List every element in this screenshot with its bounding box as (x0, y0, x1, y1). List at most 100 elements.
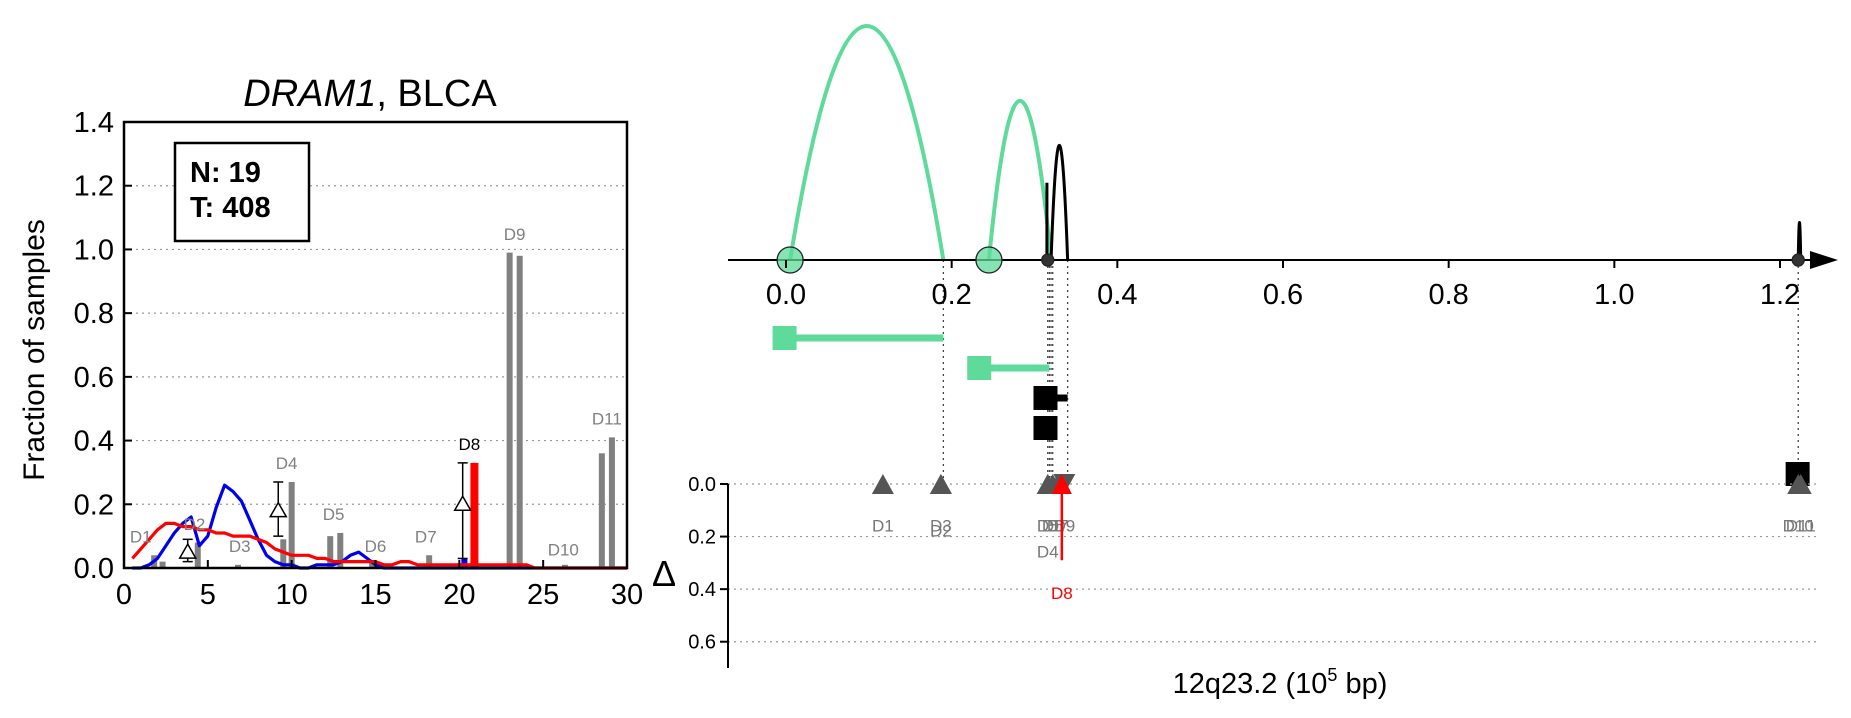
left-x-ticks: 0 5 10 15 20 25 30 (116, 560, 643, 611)
right-x-axis-label: 12q23.2 (105 bp) (1173, 665, 1388, 700)
left-bar (327, 536, 334, 568)
left-bar-label: D11 (592, 410, 622, 429)
delta-y-tick-label: 0.6 (688, 632, 716, 654)
left-x-tick-label: 25 (527, 579, 559, 611)
delta-y-ticks: 0.0 0.2 0.4 0.6 (688, 474, 728, 654)
right-circle (1041, 253, 1055, 267)
right-x-tick-label: 0.6 (1263, 279, 1303, 311)
info-box-t: T: 408 (190, 192, 271, 224)
info-box-frame (173, 141, 311, 243)
left-bar-chart: DRAM1, BLCA Fraction of samples D1 D2 D3 D4… (18, 73, 643, 611)
delta-y-tick-label: 0.2 (688, 527, 716, 549)
right-marker-label: D9 (1053, 516, 1075, 535)
right-arc (788, 24, 946, 261)
delta-y-tick-label: 0.4 (688, 579, 716, 601)
right-delta-triangle (1789, 474, 1812, 494)
right-track-square (772, 326, 797, 350)
xlabel-main: 12q23.2 (10 (1173, 668, 1328, 700)
left-bar-label: D10 (548, 540, 579, 559)
xlabel-sup: 5 (1327, 665, 1337, 685)
left-bars (151, 252, 615, 569)
genome-axis-arrow (1810, 251, 1838, 269)
left-delta-triangle (453, 494, 472, 512)
left-bar-label: D3 (229, 537, 251, 556)
right-diagram: 0.0 0.2 0.4 0.6 0.8 1.0 1.2 Δ 0.00.20.40.6 D1 D… (652, 24, 1838, 700)
left-x-tick-label: 30 (611, 579, 643, 611)
left-bar-labels: D1 D2 D3 D4 D5 D6 D7 D8 D9 D10 D11 (130, 225, 622, 559)
right-marker-label: D11 (1786, 516, 1816, 535)
left-y-tick-label: 1.0 (74, 234, 114, 266)
right-x-tick-label: 0.2 (931, 279, 971, 311)
left-bar (194, 542, 201, 568)
left-y-tick-label: 0.4 (74, 426, 114, 458)
right-track-square (1033, 416, 1058, 440)
left-delta-markers (178, 462, 472, 563)
delta-axis-symbol: Δ (652, 553, 676, 594)
left-bar-label: D2 (184, 515, 206, 534)
right-guides (942, 260, 1799, 484)
left-y-tick-label: 0.6 (74, 362, 114, 394)
left-chart-title: DRAM1, BLCA (243, 73, 497, 115)
right-marker-label: D7 (1047, 516, 1069, 535)
left-y-tick-label: 1.4 (74, 107, 114, 139)
left-bar-label: D1 (130, 528, 152, 547)
right-highlight-label: D8 (1051, 584, 1073, 603)
right-circle (975, 246, 1003, 274)
left-y-tick-label: 1.2 (74, 171, 114, 203)
right-tracks (772, 326, 1810, 486)
left-y-tick-label: 0.0 (74, 553, 114, 585)
left-bar (337, 532, 344, 568)
left-x-tick-label: 5 (200, 579, 216, 611)
title-gene: DRAM1 (243, 73, 376, 115)
left-bar-label: D4 (276, 454, 298, 473)
left-x-tick-label: 10 (276, 579, 308, 611)
right-arc (1049, 143, 1070, 261)
right-x-tick-label: 1.2 (1760, 279, 1800, 311)
right-highlight: D8 (1051, 474, 1073, 603)
left-x-tick-label: 20 (443, 579, 475, 611)
right-x-tick-label: 1.0 (1594, 279, 1634, 311)
right-delta-triangle (871, 474, 894, 494)
info-box-n: N: 19 (190, 157, 261, 189)
left-y-ticks: 0.0 0.2 0.4 0.6 0.8 1.0 1.2 1.4 (74, 107, 132, 585)
left-y-axis-label: Fraction of samples (18, 219, 51, 481)
left-bar (598, 453, 605, 568)
left-y-tick-label: 0.8 (74, 298, 114, 330)
right-delta-triangle (929, 474, 952, 494)
right-marker-label: D10 (1783, 516, 1814, 535)
left-delta-triangle (268, 501, 288, 518)
right-track-square (967, 356, 992, 380)
right-arc (986, 98, 1054, 261)
left-bar-label: D6 (365, 537, 387, 556)
delta-y-tick-label: 0.0 (688, 474, 716, 496)
left-bar (608, 437, 615, 568)
left-x-tick-label: 0 (116, 579, 132, 611)
right-delta-triangle (1036, 474, 1059, 494)
right-marker-label: D5 (1037, 516, 1059, 535)
right-marker-label: D4 (1037, 543, 1059, 562)
delta-grid (728, 483, 1820, 643)
right-marker-label: D6 (1042, 516, 1064, 535)
right-track-square (1033, 386, 1058, 410)
right-x-ticks: 0.0 0.2 0.4 0.6 0.8 1.0 1.2 (766, 260, 1800, 311)
right-x-tick-label: 0.8 (1429, 279, 1469, 311)
left-bar (288, 481, 295, 568)
right-arcs (788, 24, 1803, 261)
title-rest: , BLCA (376, 73, 497, 115)
left-bar-label: D5 (323, 505, 345, 524)
right-circles (776, 246, 1805, 274)
left-y-tick-label: 0.2 (74, 489, 114, 521)
left-bar-label: D9 (504, 225, 526, 244)
right-circle (1791, 253, 1805, 267)
left-bar-label: D8 (459, 435, 481, 454)
xlabel-tail: bp) (1337, 668, 1387, 700)
right-highlight-arrow-head (1051, 474, 1072, 494)
left-delta-triangle (178, 542, 198, 559)
left-bar (235, 564, 242, 568)
right-marker-label: D3 (930, 516, 952, 535)
left-bar (470, 462, 479, 568)
right-arc (1796, 221, 1803, 261)
left-x-tick-label: 15 (359, 579, 391, 611)
